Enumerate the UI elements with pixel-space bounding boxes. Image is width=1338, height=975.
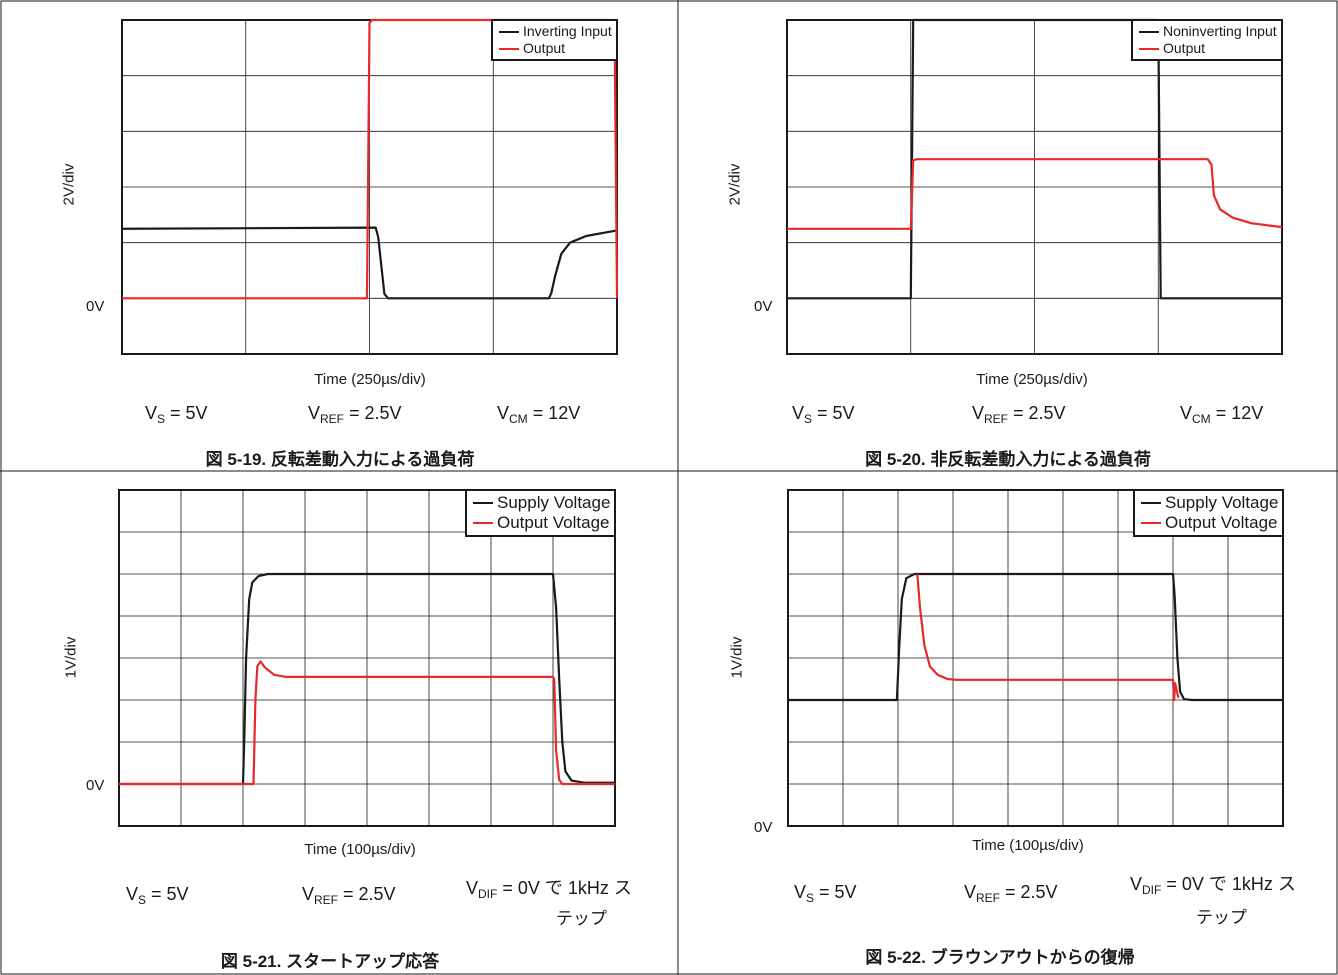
zero-volt-label: 0V — [86, 777, 105, 794]
legend-entry: Output Voltage — [473, 513, 610, 533]
legend-swatch — [1141, 522, 1161, 524]
chart-legend: Inverting Input Output — [491, 19, 618, 61]
zero-volt-label: 0V — [86, 298, 105, 315]
legend-swatch — [1141, 502, 1161, 504]
figure-caption: 図 5-22. ブラウンアウトからの復帰 — [865, 948, 1135, 967]
figure-caption: 図 5-20. 非反転差動入力による過負荷 — [865, 450, 1151, 469]
plot-frame — [118, 489, 616, 827]
series-line-inverting-input — [121, 226, 618, 300]
condition-vref: VREF = 2.5V — [964, 882, 1058, 905]
condition-vcm: VCM = 12V — [497, 403, 581, 426]
chart-panel-5-19: 2V/div 0V Time (250µs/div) VS = 5V VREF … — [0, 0, 678, 471]
chart-legend: Noninverting Input Output — [1131, 19, 1283, 61]
legend-label: Supply Voltage — [1165, 493, 1279, 512]
legend-swatch — [1139, 30, 1159, 33]
figure-caption: 図 5-21. スタートアップ応答 — [220, 952, 440, 971]
chart-legend: Supply Voltage Output Voltage — [465, 489, 617, 537]
condition-vs: VS = 5V — [792, 403, 855, 426]
plot-frame — [787, 489, 1284, 827]
condition-vs: VS = 5V — [145, 403, 208, 426]
legend-label: Inverting Input — [523, 23, 612, 39]
legend-entry: Output — [1139, 40, 1277, 57]
figure-caption: 図 5-19. 反転差動入力による過負荷 — [205, 450, 475, 469]
chart-plot — [121, 18, 619, 355]
x-axis-label: Time (250µs/div) — [314, 371, 426, 388]
condition-vs: VS = 5V — [794, 882, 857, 905]
condition-vref: VREF = 2.5V — [308, 403, 402, 426]
legend-entry: Supply Voltage — [1141, 493, 1278, 513]
series-line-supply-voltage — [119, 572, 615, 786]
legend-swatch — [473, 502, 493, 504]
chart-panel-5-22: 1V/div 0V Time (100µs/div) VS = 5V VREF … — [678, 471, 1338, 975]
legend-swatch — [499, 47, 519, 50]
condition-vdif: VDIF = 0V で 1kHz ステップ — [466, 878, 632, 928]
legend-label: Output Voltage — [1165, 513, 1278, 532]
series-line-supply-voltage — [788, 572, 1283, 702]
condition-vdif-tail: テップ — [556, 909, 607, 928]
y-axis-label: 2V/div — [726, 163, 744, 206]
legend-entry: Output — [499, 40, 612, 57]
condition-vcm: VCM = 12V — [1180, 403, 1264, 426]
chart-panel-5-20: 2V/div 0V Time (250µs/div) VS = 5V VREF … — [678, 0, 1338, 471]
legend-label: Output — [523, 40, 566, 56]
chart-plot — [786, 18, 1283, 355]
legend-entry: Supply Voltage — [473, 493, 610, 513]
zero-volt-label: 0V — [754, 819, 773, 836]
y-axis-label: 1V/div — [728, 636, 746, 679]
legend-swatch — [499, 30, 519, 33]
chart-panel-5-21: 1V/div 0V Time (100µs/div) VS = 5V VREF … — [0, 471, 678, 975]
legend-swatch — [1139, 47, 1159, 50]
series-line-output-voltage — [916, 573, 1180, 702]
x-axis-label: Time (250µs/div) — [976, 371, 1088, 388]
legend-label: Supply Voltage — [497, 493, 611, 512]
condition-vdif: VDIF = 0V で 1kHz ステップ — [1130, 874, 1296, 927]
series-line-noninverting-input — [787, 18, 1282, 300]
condition-vref: VREF = 2.5V — [302, 884, 396, 907]
legend-label: Noninverting Input — [1163, 23, 1277, 39]
chart-plot — [787, 489, 1284, 827]
legend-swatch — [473, 522, 493, 524]
legend-label: Output Voltage — [497, 513, 610, 532]
y-axis-label: 2V/div — [60, 163, 78, 206]
legend-entry: Output Voltage — [1141, 513, 1278, 533]
condition-vs: VS = 5V — [126, 884, 189, 907]
legend-entry: Inverting Input — [499, 23, 612, 40]
condition-vref: VREF = 2.5V — [972, 403, 1066, 426]
series-line-output — [787, 158, 1283, 230]
condition-vdif-tail: テップ — [1196, 908, 1247, 927]
chart-plot — [118, 489, 616, 827]
x-axis-label: Time (100µs/div) — [304, 841, 416, 858]
legend-label: Output — [1163, 40, 1206, 56]
series-line-output-voltage — [119, 660, 615, 786]
chart-legend: Supply Voltage Output Voltage — [1133, 489, 1285, 537]
x-axis-label: Time (100µs/div) — [972, 837, 1084, 854]
legend-entry: Noninverting Input — [1139, 23, 1277, 40]
series-line-output — [122, 18, 619, 300]
y-axis-label: 1V/div — [62, 636, 80, 679]
zero-volt-label: 0V — [754, 298, 773, 315]
